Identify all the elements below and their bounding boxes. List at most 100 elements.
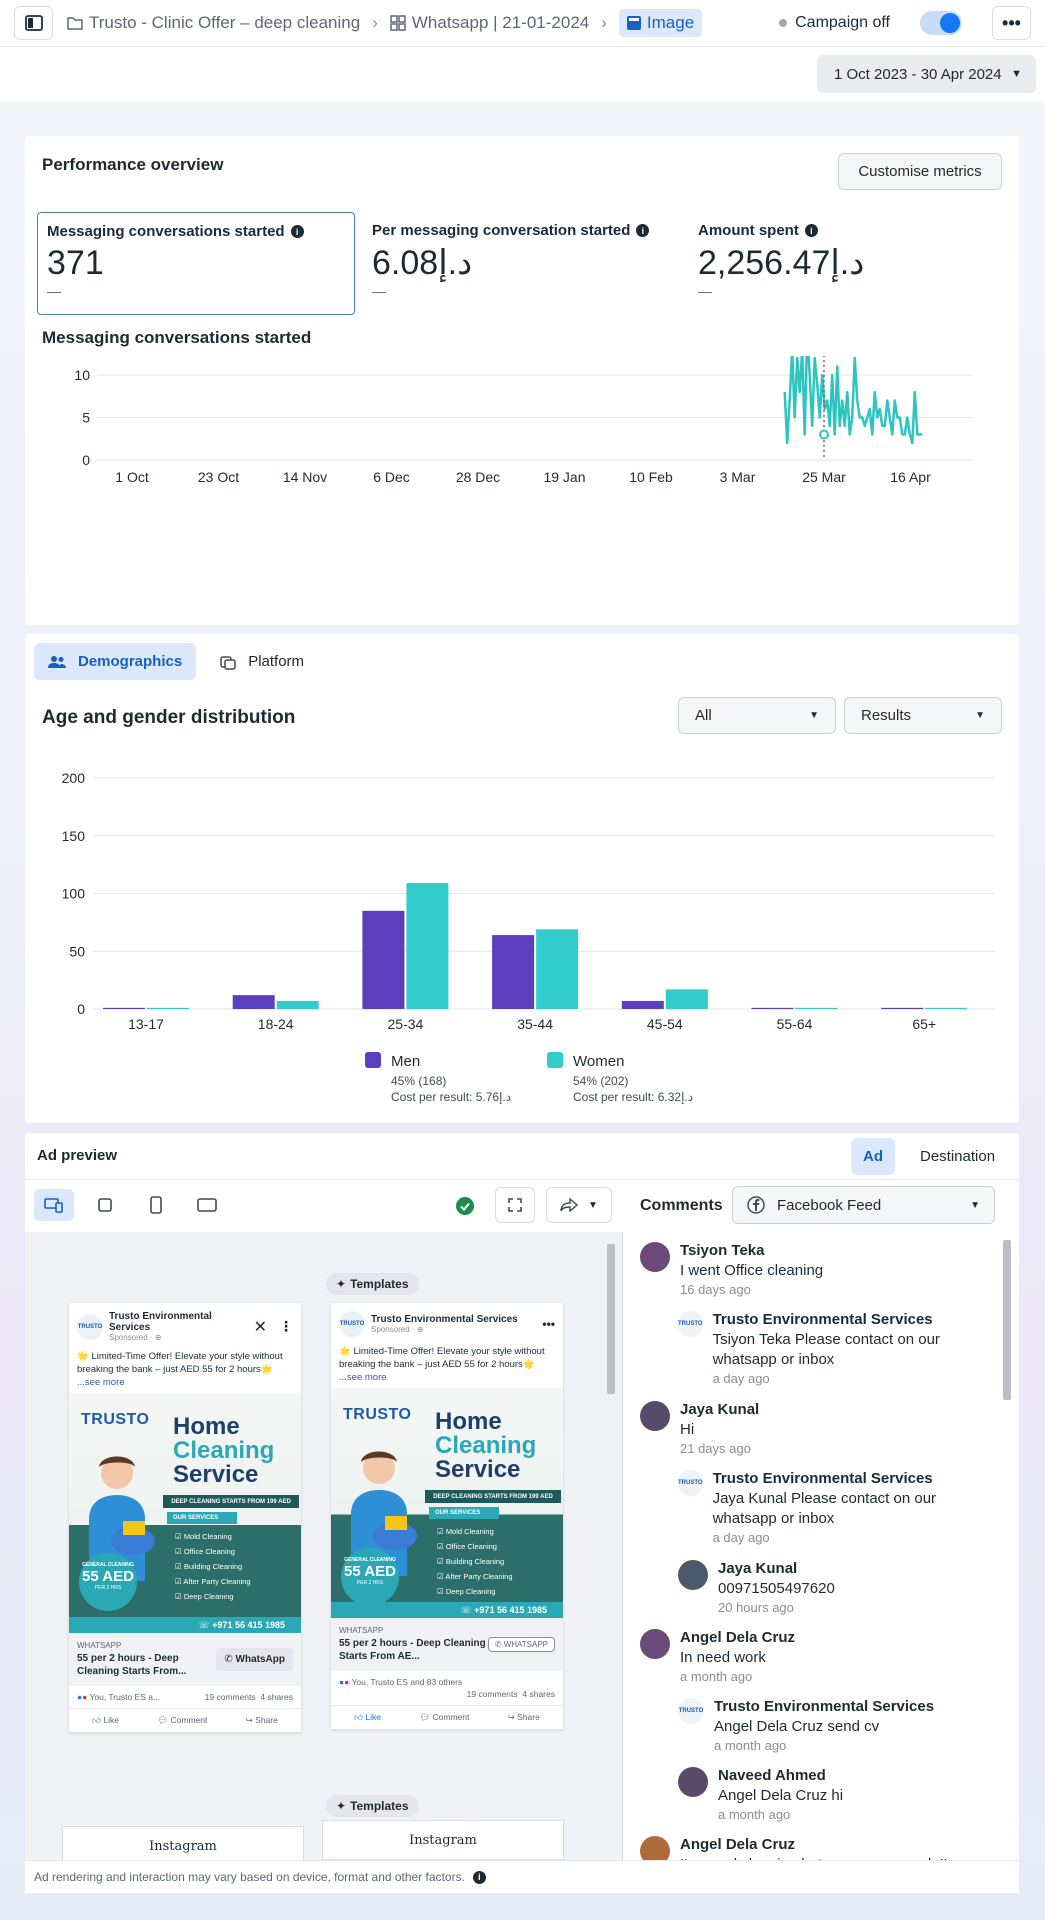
share-action[interactable]: ↪ Share: [245, 1715, 278, 1725]
legend-name: Men: [391, 1053, 421, 1070]
tab-demographics[interactable]: Demographics: [34, 643, 197, 680]
avatar[interactable]: [640, 1242, 670, 1272]
phone-icon: [150, 1196, 162, 1214]
campaign-status: Campaign off •••: [779, 6, 1031, 40]
feed-ad-preview: TRUSTO Trusto Environmental Services Spo…: [331, 1303, 563, 1729]
advertiser-avatar[interactable]: TRUSTO: [678, 1698, 704, 1724]
seg-ad-button[interactable]: Ad: [851, 1138, 895, 1175]
creative-logo: TRUSTO: [343, 1406, 412, 1423]
whatsapp-cta-button[interactable]: ✆ WHATSAPP: [487, 1637, 555, 1652]
tab-platform[interactable]: Platform: [206, 643, 318, 680]
comment-author[interactable]: Tsiyon Teka: [680, 1242, 765, 1259]
sidebar-toggle-button[interactable]: [14, 6, 53, 40]
avatar[interactable]: [678, 1560, 708, 1590]
campaign-toggle[interactable]: [920, 11, 962, 35]
vertical-format-button[interactable]: [136, 1189, 176, 1221]
breadcrumb-adset[interactable]: Whatsapp | 21-01-2024: [390, 13, 589, 33]
metric-value: 371: [47, 244, 104, 282]
date-range-picker[interactable]: 1 Oct 2023 - 30 Apr 2024 ▼: [817, 55, 1036, 93]
reactions-row: ●● You, Trusto ES a... 19 comments 4 sha…: [77, 1692, 293, 1702]
comment-action[interactable]: 💬︎ Comment: [419, 1712, 470, 1722]
placement-select-label: Facebook Feed: [777, 1196, 882, 1214]
metric-delta: —: [47, 283, 61, 299]
metric-amount-spent[interactable]: Amount spent i 2,256.47د.إ —: [689, 212, 1007, 315]
comment-author[interactable]: Angel Dela Cruz: [680, 1629, 796, 1646]
comment-author[interactable]: Jaya Kunal: [718, 1560, 798, 1577]
info-icon[interactable]: i: [804, 224, 818, 237]
creative-services-list: ☑ Mold Cleaning ☑ Office Cleaning ☑ Buil…: [437, 1527, 513, 1596]
breadcrumb-campaign[interactable]: Trusto - Clinic Offer – deep cleaning: [67, 13, 360, 33]
chevron-right-icon: ›: [601, 13, 607, 32]
legend-cost: Cost per result: 5.76د.إ: [391, 1090, 512, 1104]
all-placements-button[interactable]: [34, 1189, 74, 1221]
thumbs-up-icon: 👍︎: [354, 1712, 364, 1722]
comment-author[interactable]: Trusto Environmental Services: [712, 1470, 933, 1487]
ad-preview-pane: ▼ ✦ Templates TRUSTO Trusto Environmental…: [25, 1180, 623, 1866]
creative-price-badge: GENERAL CLEANING 55 AED PER 2 HRS: [341, 1548, 399, 1606]
filter-results-select[interactable]: Results ▼: [844, 697, 1002, 734]
series-line: [783, 356, 923, 445]
y-tick-label: 0: [82, 452, 90, 468]
comment: Angel Dela Cruz In need work a month ago: [640, 1629, 983, 1684]
seg-destination-button[interactable]: Destination: [920, 1148, 996, 1165]
see-more-link[interactable]: ...see more: [77, 1377, 125, 1388]
avatar[interactable]: [640, 1629, 670, 1659]
feed-ad-preview: TRUSTO Trusto Environmental Services Spo…: [69, 1303, 301, 1732]
ad-creative-image: TRUSTO Home Cleaning Service DEEP CLEANING…: [331, 1388, 563, 1618]
expand-button[interactable]: [495, 1187, 535, 1223]
like-action[interactable]: 👍︎ Like: [354, 1712, 382, 1722]
breadcrumb-campaign-label: Trusto - Clinic Offer – deep cleaning: [89, 13, 361, 32]
comment-author[interactable]: Naveed Ahmed: [718, 1767, 826, 1784]
whatsapp-cta-button[interactable]: ✆ WhatsApp: [216, 1648, 293, 1671]
y-tick-label: 0: [77, 1001, 85, 1017]
info-icon[interactable]: i: [472, 1870, 486, 1884]
bar-women: [795, 1007, 838, 1009]
info-icon[interactable]: i: [290, 225, 304, 238]
preview-toolbar: ▼: [25, 1180, 623, 1232]
metric-value: 2,256.47د.إ: [698, 244, 865, 282]
creative-phone: ☏ +971 56 415 1985: [69, 1617, 301, 1633]
info-icon[interactable]: i: [636, 224, 650, 237]
performance-overview-card: Performance overview Customise metrics M…: [25, 136, 1019, 625]
comments-scrollbar[interactable]: [1001, 1232, 1013, 1860]
marker-point: [819, 429, 829, 440]
close-icon[interactable]: ✕: [253, 1318, 267, 1336]
devices-icon: [44, 1198, 63, 1213]
avatar[interactable]: [678, 1767, 708, 1797]
share-dropdown-button[interactable]: ▼: [546, 1187, 612, 1223]
preview-scrollbar[interactable]: [605, 1232, 617, 1860]
thumbs-up-icon: 👍︎: [92, 1715, 102, 1725]
more-options-button[interactable]: •••: [992, 6, 1031, 40]
square-format-button[interactable]: [85, 1189, 125, 1221]
facebook-icon: [747, 1196, 765, 1214]
customise-metrics-button[interactable]: Customise metrics: [838, 153, 1002, 190]
sparkle-icon: ✦: [336, 1277, 347, 1291]
metric-conversations[interactable]: Messaging conversations started i 371 —: [37, 212, 355, 315]
breadcrumb: Trusto - Clinic Offer – deep cleaning › …: [67, 9, 703, 37]
placement-select[interactable]: Facebook Feed ▼: [732, 1186, 995, 1224]
comment-reply: Jaya Kunal 00971505497620 20 hours ago: [678, 1560, 983, 1615]
comment-action[interactable]: 💬︎ Comment: [157, 1715, 208, 1725]
like-action[interactable]: 👍︎ Like: [92, 1715, 120, 1725]
advertiser-avatar[interactable]: TRUSTO: [678, 1311, 703, 1337]
landscape-format-button[interactable]: [187, 1189, 227, 1221]
caret-down-icon: ▼: [970, 1199, 980, 1211]
see-more-link[interactable]: ...see more: [339, 1372, 387, 1383]
x-tick-label: 25-34: [387, 1016, 423, 1032]
comment-author[interactable]: Angel Dela Cruz: [680, 1836, 796, 1853]
more-vertical-icon[interactable]: ⋮: [279, 1318, 293, 1334]
caret-down-icon: ▼: [975, 710, 985, 721]
performance-title: Performance overview: [42, 155, 224, 174]
y-tick-label: 50: [69, 943, 85, 959]
comment-author[interactable]: Trusto Environmental Services: [712, 1311, 933, 1328]
more-horizontal-icon[interactable]: •••: [542, 1317, 555, 1331]
comment-author[interactable]: Jaya Kunal: [680, 1401, 760, 1418]
metric-cost-per-conversation[interactable]: Per messaging conversation started i 6.08…: [363, 212, 681, 315]
comment-author[interactable]: Trusto Environmental Services: [714, 1698, 935, 1715]
breadcrumb-ad[interactable]: Image: [618, 9, 703, 37]
avatar[interactable]: [640, 1401, 670, 1431]
advertiser-avatar[interactable]: TRUSTO: [678, 1470, 703, 1496]
share-action[interactable]: ↪ Share: [507, 1712, 540, 1722]
filter-all-select[interactable]: All ▼: [678, 697, 836, 734]
